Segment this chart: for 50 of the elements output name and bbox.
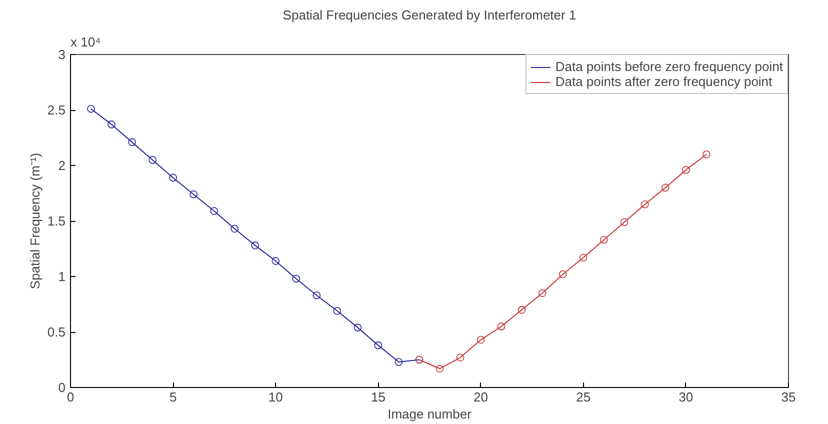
point <box>230 224 239 233</box>
point <box>620 218 628 226</box>
chart-title: Spatial Frequencies Generated by Interferometer 1 <box>282 8 576 22</box>
point <box>251 242 260 250</box>
y-tick-label: 0.5 <box>47 324 66 340</box>
point <box>558 270 567 278</box>
x-tick-label: 30 <box>678 390 694 404</box>
point <box>128 138 136 146</box>
y-tick-label: 2.5 <box>47 102 66 118</box>
point <box>169 174 177 182</box>
x-axis-title: Image number <box>388 406 472 422</box>
x-tick-label: 10 <box>268 390 283 404</box>
point <box>87 104 95 113</box>
point <box>702 150 710 158</box>
point <box>518 306 526 314</box>
point <box>579 254 588 262</box>
point <box>497 322 506 330</box>
point <box>600 236 608 244</box>
x-tick-label: 5 <box>169 390 177 404</box>
point <box>148 156 156 164</box>
y-tick-label: 2 <box>58 158 66 173</box>
point <box>538 289 546 298</box>
legend-label: Data points before zero frequency point <box>555 59 783 74</box>
x-tick-label: 20 <box>474 390 488 404</box>
point <box>190 190 198 198</box>
x-tick-label: 35 <box>781 390 796 404</box>
text: x 10⁴ <box>70 34 101 50</box>
point <box>662 184 670 192</box>
point <box>292 274 300 283</box>
point <box>394 358 403 366</box>
point <box>641 200 649 208</box>
point <box>333 307 342 315</box>
point <box>682 166 690 174</box>
y-tick-label: 1.5 <box>47 214 66 228</box>
point <box>312 291 321 300</box>
point <box>354 324 362 332</box>
point <box>476 336 485 344</box>
y-tick-label: 0 <box>58 380 66 395</box>
point <box>210 207 218 215</box>
legend-label: Data points after zero frequency point <box>555 74 772 89</box>
point <box>436 364 444 373</box>
y-tick-label: 3 <box>58 47 66 62</box>
point <box>272 257 280 265</box>
point <box>456 354 464 362</box>
x-tick-label: 15 <box>370 390 386 404</box>
x-tick-label: 25 <box>576 390 591 404</box>
y-axis-title: Spatial Frequency (m⁻¹) <box>27 152 42 290</box>
y-tick-label: 1 <box>58 269 66 284</box>
point <box>108 120 116 128</box>
point <box>374 341 382 350</box>
